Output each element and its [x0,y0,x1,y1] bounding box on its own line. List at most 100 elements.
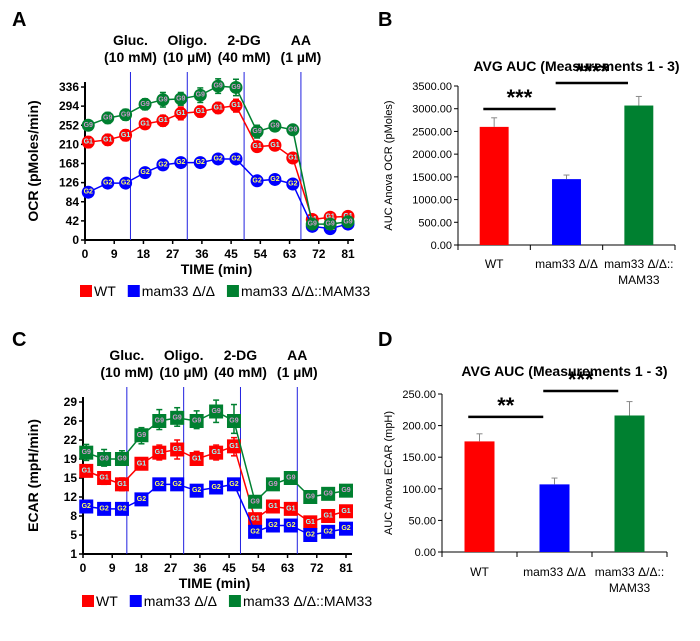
data-point-comp [101,111,115,125]
y-tick-label: 8 [70,509,77,523]
x-tick-label: 18 [135,561,149,575]
y-tick-label: 100.00 [402,484,436,496]
y-tick-label: 3500.00 [412,81,452,93]
injection-name: Gluc. [109,347,144,363]
x-tick-label: 0 [82,247,89,261]
y-tick-label: 1500.00 [412,172,452,184]
data-point-mam33 [339,521,353,536]
data-point-label: G9 [270,123,279,130]
data-point-label: G2 [286,522,295,529]
injection-name: AA [291,32,311,48]
data-point-label: G9 [192,418,201,425]
bar-1 [539,484,570,552]
data-point-comp [229,80,243,94]
data-point-WT [226,439,241,454]
significance-label: *** [507,85,533,110]
y-axis-label: OCR (pMoles/min) [25,100,41,221]
data-point-mam33 [174,156,188,170]
data-point-mam33 [248,524,263,539]
data-point-label: G9 [229,418,238,425]
data-point-WT [229,99,243,113]
y-tick-label: 29 [64,395,78,409]
data-point-label: G2 [270,176,279,183]
data-point-label: G2 [99,505,108,512]
data-point-WT [97,471,112,485]
data-point-label: G1 [158,117,167,124]
x-tick-label: 63 [281,561,295,575]
data-point-mam33 [321,524,336,539]
data-point-mam33 [156,158,170,172]
data-point-comp [134,428,149,443]
data-point-label: G2 [137,496,146,503]
data-point-label: G2 [250,528,259,535]
data-point-comp [323,217,337,231]
data-point-label: G9 [213,83,222,90]
data-point-WT [321,509,336,523]
data-point-WT [211,101,225,115]
data-point-WT [101,133,115,147]
x-tick-label: 18 [137,247,151,261]
y-tick-label: 1 [70,547,77,561]
legend-swatch-mam33 [127,285,140,297]
legend-label: WT [96,593,118,609]
x-tick-label: 54 [252,561,266,575]
data-point-label: G9 [158,96,167,103]
data-point-WT [189,452,204,466]
data-point-label: G2 [288,180,297,187]
data-point-label: G1 [252,143,261,150]
injection-name: Oligo. [167,32,207,48]
data-point-label: G1 [99,475,108,482]
x-tick-label: 27 [164,561,178,575]
data-point-label: G2 [268,522,277,529]
data-point-label: G9 [84,122,93,129]
category-label: MAM33 [609,581,651,595]
data-point-comp [339,483,353,498]
data-point-label: G2 [176,159,185,166]
data-point-label: G9 [268,481,277,488]
y-axis-label: AUC Anova OCR (pMoles) [383,100,395,230]
data-point-label: G1 [82,467,91,474]
data-point-label: G9 [231,84,240,91]
data-point-mam33 [303,528,318,542]
data-point-WT [134,456,149,471]
data-point-WT [209,445,224,460]
injection-name: AA [287,347,307,363]
panel-B: B AVG AUC (Measurements 1 - 3) 0.00 500.00 1… [378,9,680,287]
data-point-comp [97,452,112,466]
x-tick-label: 0 [80,561,87,575]
data-point-mam33 [209,480,224,495]
y-tick-label: 12 [64,490,78,504]
x-tick-label: 36 [193,561,207,575]
data-point-label: G2 [341,525,350,532]
data-point-mam33 [101,176,115,190]
x-tick-label: 72 [310,561,324,575]
data-point-label: G9 [250,498,259,505]
data-point-label: G2 [196,159,205,166]
data-point-mam33 [229,152,243,166]
legend: WT mam33 Δ/Δ mam33 Δ/Δ::MAM33 [82,593,372,609]
data-point-comp [265,477,280,492]
legend-label: mam33 Δ/Δ [142,283,215,299]
injection-concentration: (40 mM) [214,364,267,380]
data-point-label: G1 [117,481,126,488]
data-point-WT [152,445,167,460]
data-point-comp [152,414,167,428]
data-point-label: G9 [155,418,164,425]
data-point-label: G9 [306,494,315,501]
data-point-label: G2 [117,505,126,512]
legend-swatch-comp [228,595,241,607]
injection-name: 2-DG [224,347,258,363]
bar-2 [614,415,645,552]
data-point-label: G9 [176,95,185,102]
y-tick-label: 210 [59,137,79,151]
y-tick-label: 500.00 [418,217,452,229]
y-tick-label: 26 [64,414,78,428]
data-point-label: G1 [155,449,164,456]
data-point-label: G2 [155,481,164,488]
panel-letter: C [12,329,26,351]
data-point-label: G2 [82,503,91,510]
data-point-label: G9 [82,449,91,456]
data-point-label: G1 [172,446,181,453]
panel-D: D AVG AUC (Measurements 1 - 3) 0.00 50.00 10… [378,329,668,595]
